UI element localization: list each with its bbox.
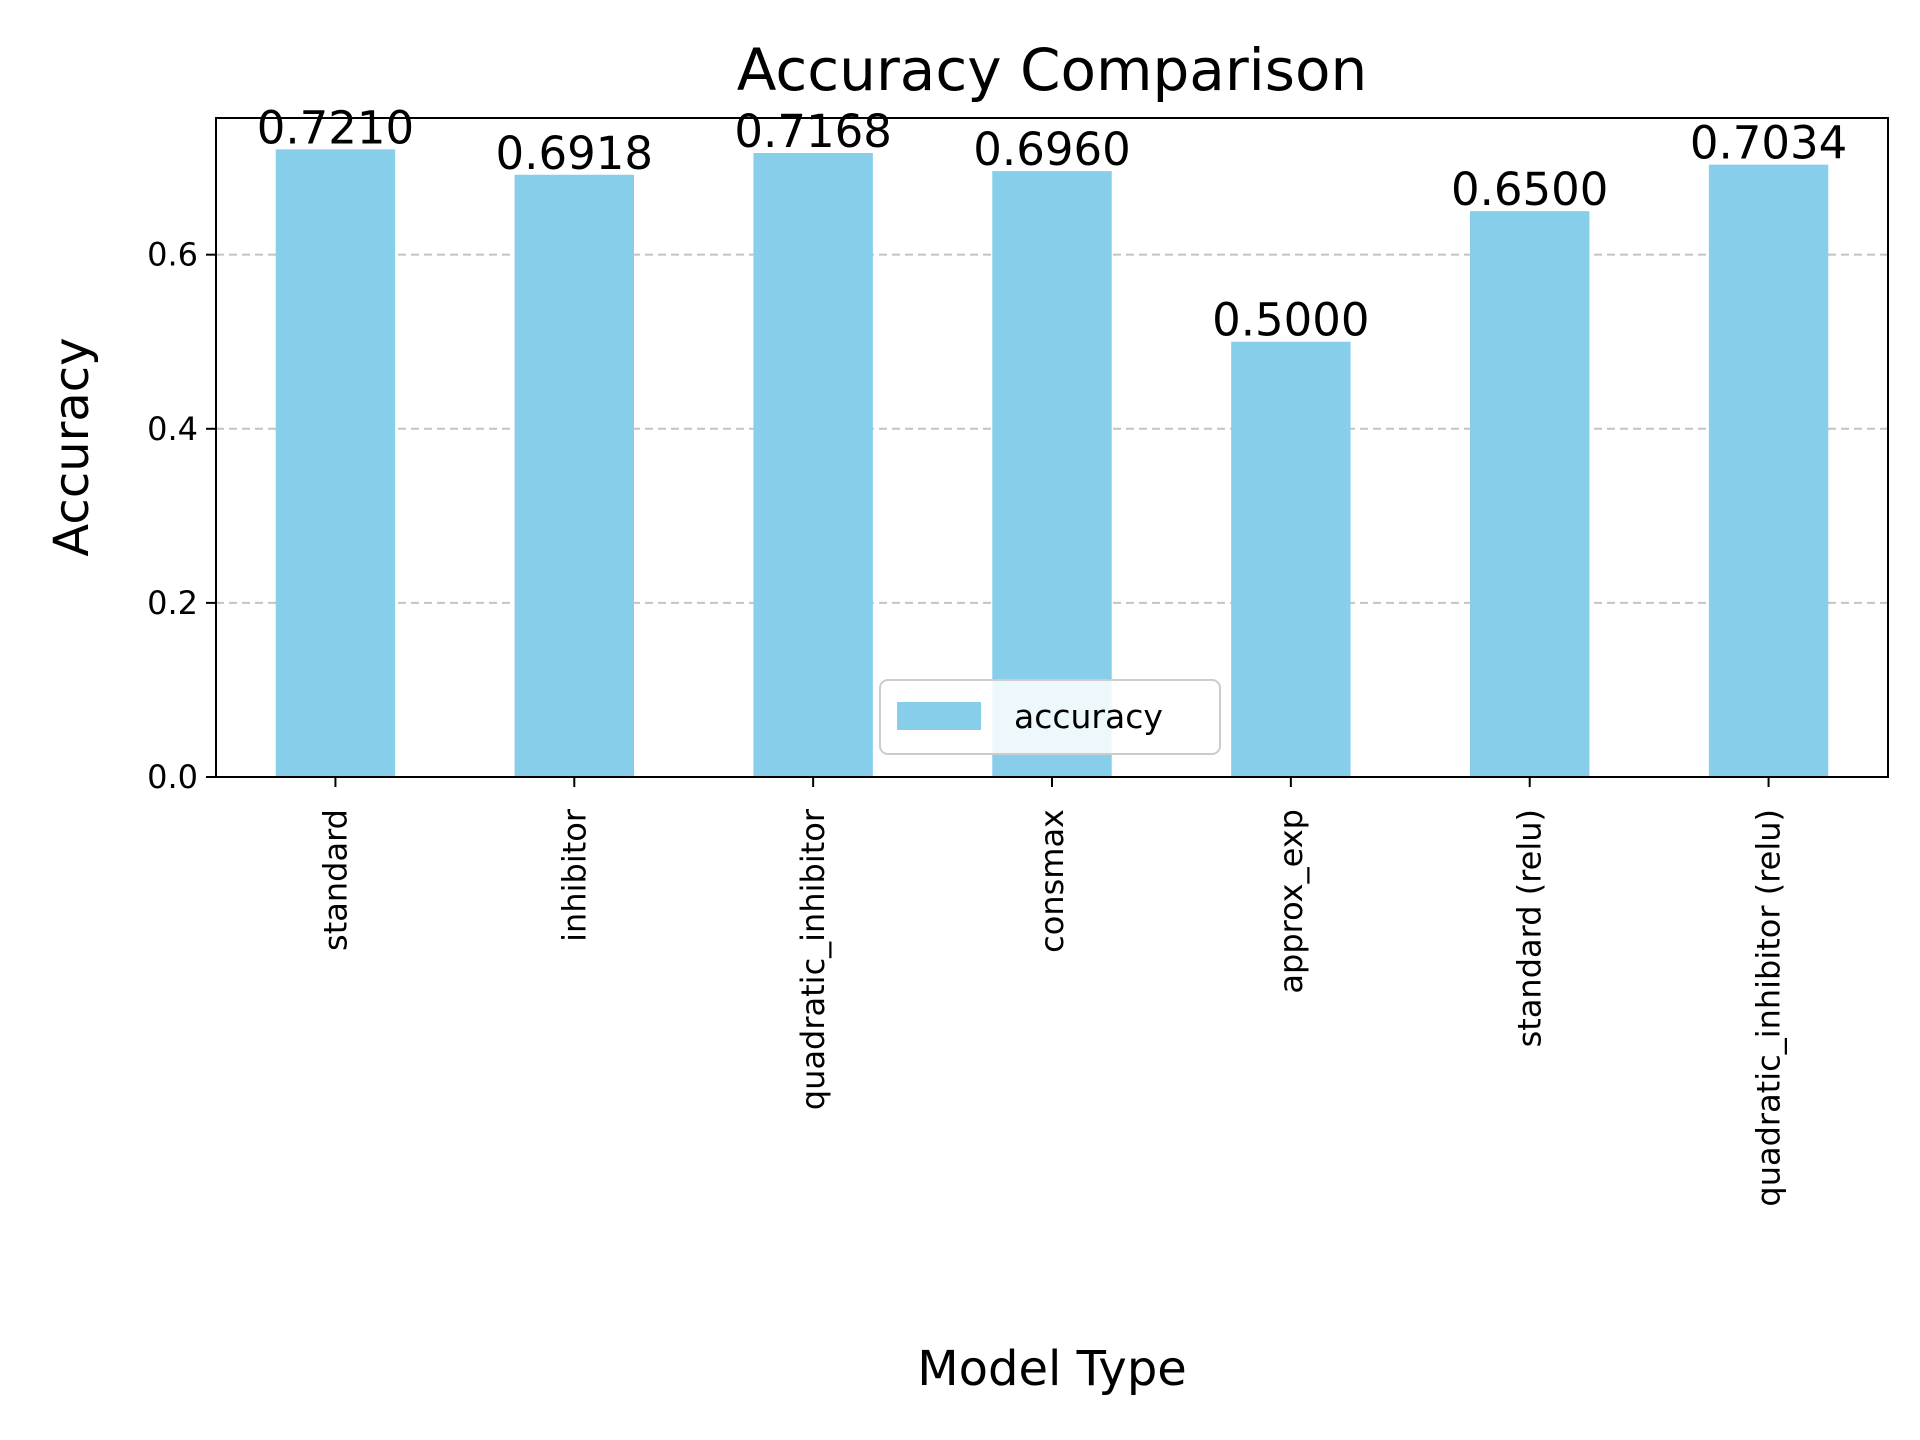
x-tick-label: standard bbox=[316, 809, 354, 951]
x-axis-ticks: standard inhibitor quadratic_inhibitor cons… bbox=[316, 777, 1788, 1207]
legend-entry-accuracy: accuracy bbox=[1014, 697, 1163, 736]
y-axis-ticks: 0.0 0.2 0.4 0.6 bbox=[147, 236, 216, 796]
y-axis-label: Accuracy bbox=[44, 337, 100, 556]
y-tick-label: 0.6 bbox=[147, 236, 198, 274]
bar-approx-exp bbox=[1231, 341, 1351, 777]
bar-inhibitor bbox=[514, 174, 634, 778]
data-label: 0.6918 bbox=[496, 127, 653, 180]
data-label: 0.6960 bbox=[973, 123, 1130, 176]
y-tick-label: 0.4 bbox=[147, 410, 198, 448]
x-tick-label: quadratic_inhibitor (relu) bbox=[1750, 809, 1788, 1207]
legend-swatch bbox=[897, 702, 981, 730]
bar-consmax bbox=[992, 171, 1112, 778]
data-label: 0.6500 bbox=[1451, 163, 1608, 216]
x-tick-label: quadratic_inhibitor bbox=[794, 808, 832, 1110]
y-tick-label: 0.0 bbox=[147, 758, 198, 796]
data-labels: 0.7210 0.6918 0.7168 0.6960 0.5000 0.6500 0.70… bbox=[257, 101, 1848, 346]
chart-title: Accuracy Comparison bbox=[737, 36, 1368, 104]
bar-quadratic-inhibitor-relu bbox=[1708, 164, 1829, 778]
bars bbox=[275, 149, 1829, 778]
x-tick-label: inhibitor bbox=[555, 808, 593, 942]
x-tick-label: consmax bbox=[1033, 809, 1071, 953]
legend-box bbox=[879, 679, 1221, 755]
data-label: 0.5000 bbox=[1212, 294, 1369, 347]
bar-quadratic-inhibitor bbox=[753, 152, 873, 777]
x-axis-label: Model Type bbox=[917, 1341, 1187, 1397]
data-label: 0.7168 bbox=[734, 105, 891, 158]
data-label: 0.7210 bbox=[257, 101, 414, 154]
y-tick-label: 0.2 bbox=[147, 584, 198, 622]
x-tick-label: standard (relu) bbox=[1511, 809, 1549, 1047]
legend: accuracy bbox=[879, 679, 1221, 755]
data-label: 0.7034 bbox=[1690, 117, 1847, 170]
x-tick-label: approx_exp bbox=[1272, 809, 1310, 994]
bar-standard bbox=[275, 149, 396, 778]
bar-standard-relu bbox=[1470, 211, 1590, 777]
